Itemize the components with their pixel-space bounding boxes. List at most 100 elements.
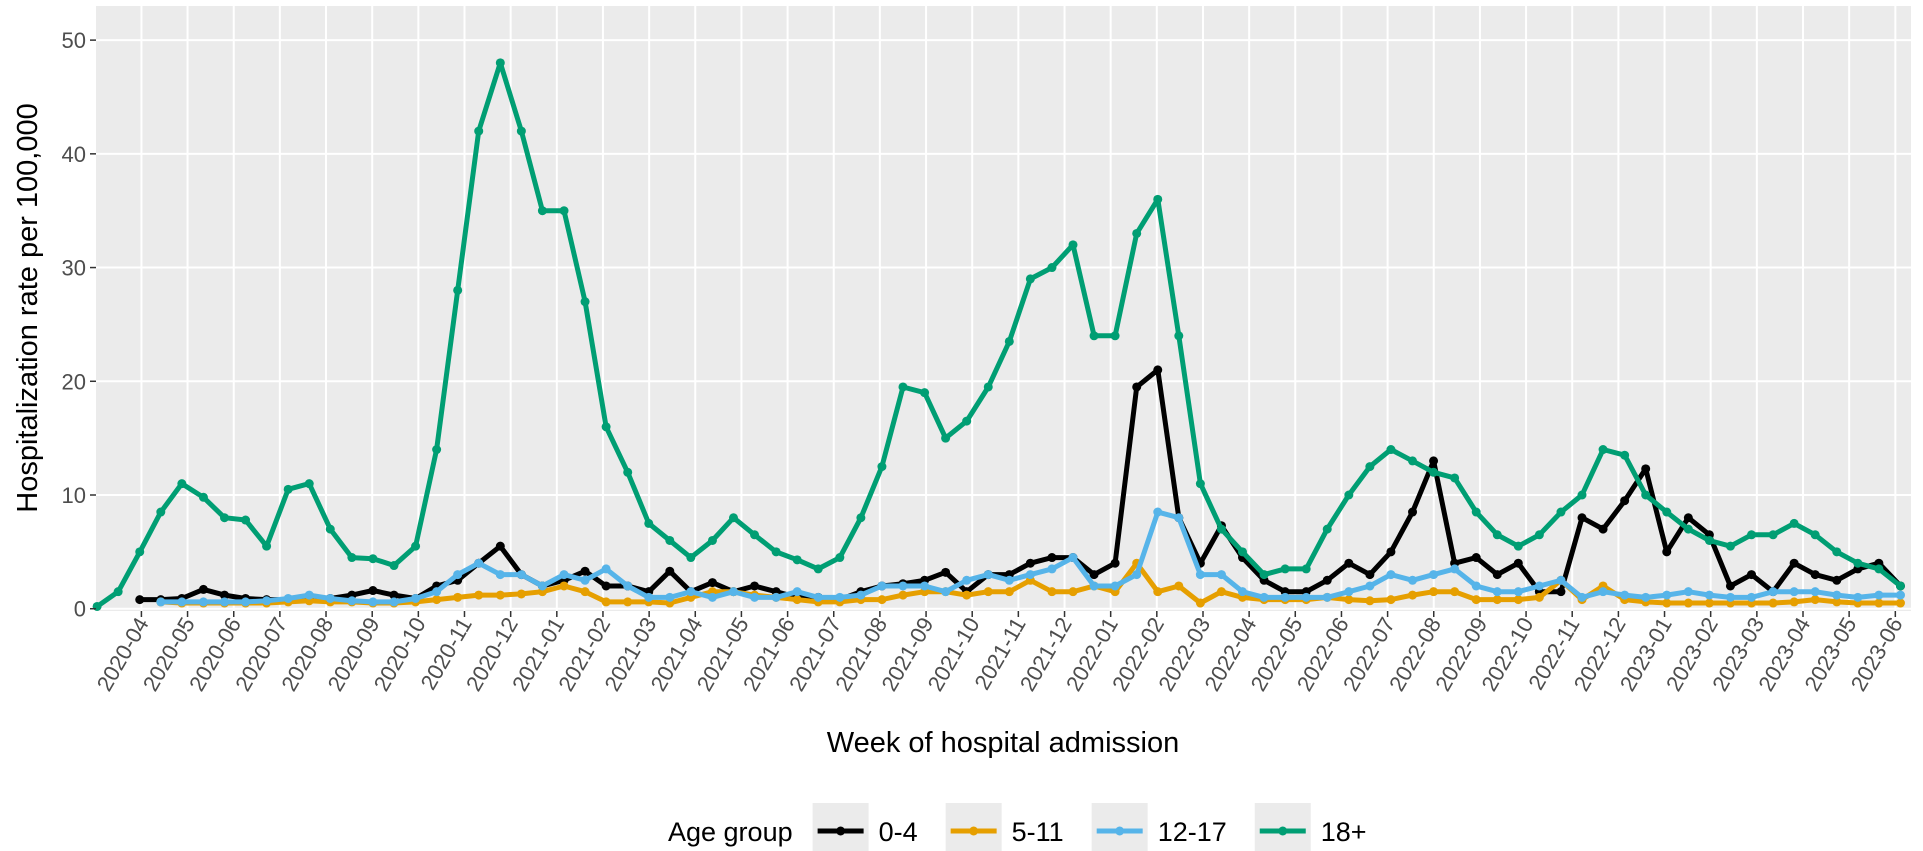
data-point [1832,590,1842,600]
data-point [1450,564,1460,574]
data-point [1556,587,1566,597]
data-point [1746,530,1756,540]
data-point [516,126,526,136]
data-point [1683,587,1693,597]
data-point [1810,595,1820,605]
data-point [1110,331,1120,341]
data-point [241,597,251,607]
data-point [1598,524,1608,534]
data-point [474,590,484,600]
data-point [1874,598,1884,608]
data-point [1810,570,1820,580]
data-point [1704,535,1714,545]
data-point [856,590,866,600]
data-point [580,587,590,597]
data-point [1047,263,1057,273]
data-point [728,513,738,523]
data-point [559,570,569,580]
data-point [368,597,378,607]
legend-label: 0-4 [879,817,918,847]
data-point [347,553,357,563]
data-point [1068,553,1078,563]
data-point [1789,558,1799,568]
data-point [1174,331,1184,341]
data-point [962,575,972,585]
data-point [750,530,760,540]
data-point [368,586,378,596]
data-point [1620,590,1630,600]
data-point [1301,592,1311,602]
y-tick-label: 20 [62,369,86,394]
data-point [177,597,187,607]
data-point [813,592,823,602]
data-point [728,587,738,597]
data-point [1280,592,1290,602]
data-point [1025,570,1035,580]
data-point [283,484,293,494]
data-point [898,590,908,600]
data-point [665,592,675,602]
data-point [1408,590,1418,600]
y-tick-label: 40 [62,142,86,167]
data-point [304,590,314,600]
data-point [453,285,463,295]
data-point [432,587,442,597]
data-point [1768,587,1778,597]
data-point [898,382,908,392]
data-point [665,566,675,576]
data-point [1492,595,1502,605]
y-tick-label: 0 [74,597,86,622]
data-point [432,595,442,605]
data-point [1874,564,1884,574]
data-point [1768,530,1778,540]
data-point [1895,590,1905,600]
data-point [1450,587,1460,597]
data-point [1492,530,1502,540]
data-point [1195,598,1205,608]
data-point [1132,228,1142,238]
data-point [707,578,717,588]
data-point [580,575,590,585]
data-point [856,513,866,523]
data-point [1089,331,1099,341]
data-point [1789,597,1799,607]
data-point [1047,564,1057,574]
data-point [1746,570,1756,580]
data-point [1662,598,1672,608]
data-point [1513,587,1523,597]
data-point [1386,595,1396,605]
data-point [1534,592,1544,602]
data-point [1216,587,1226,597]
data-point [1874,590,1884,600]
data-point [1641,464,1651,474]
data-point [219,597,229,607]
data-point [665,535,675,545]
data-point [453,592,463,602]
data-point [1513,541,1523,551]
data-point [1683,598,1693,608]
data-point [1810,587,1820,597]
data-point [1641,592,1651,602]
data-point [623,467,633,477]
data-point [1683,524,1693,534]
data-point [1725,592,1735,602]
data-point [156,597,166,607]
data-point [792,555,802,565]
data-point [983,587,993,597]
y-tick-label: 30 [62,256,86,281]
data-point [1132,570,1142,580]
data-point [1662,547,1672,557]
data-point [1810,530,1820,540]
data-point [1386,547,1396,557]
data-point [1174,513,1184,523]
data-point [1110,558,1120,568]
data-point [219,513,229,523]
data-point [580,566,590,576]
data-point [537,581,547,591]
data-point [1789,518,1799,528]
series-line [95,60,1903,609]
data-point [1577,490,1587,500]
data-point [389,590,399,600]
data-point [1047,553,1057,563]
